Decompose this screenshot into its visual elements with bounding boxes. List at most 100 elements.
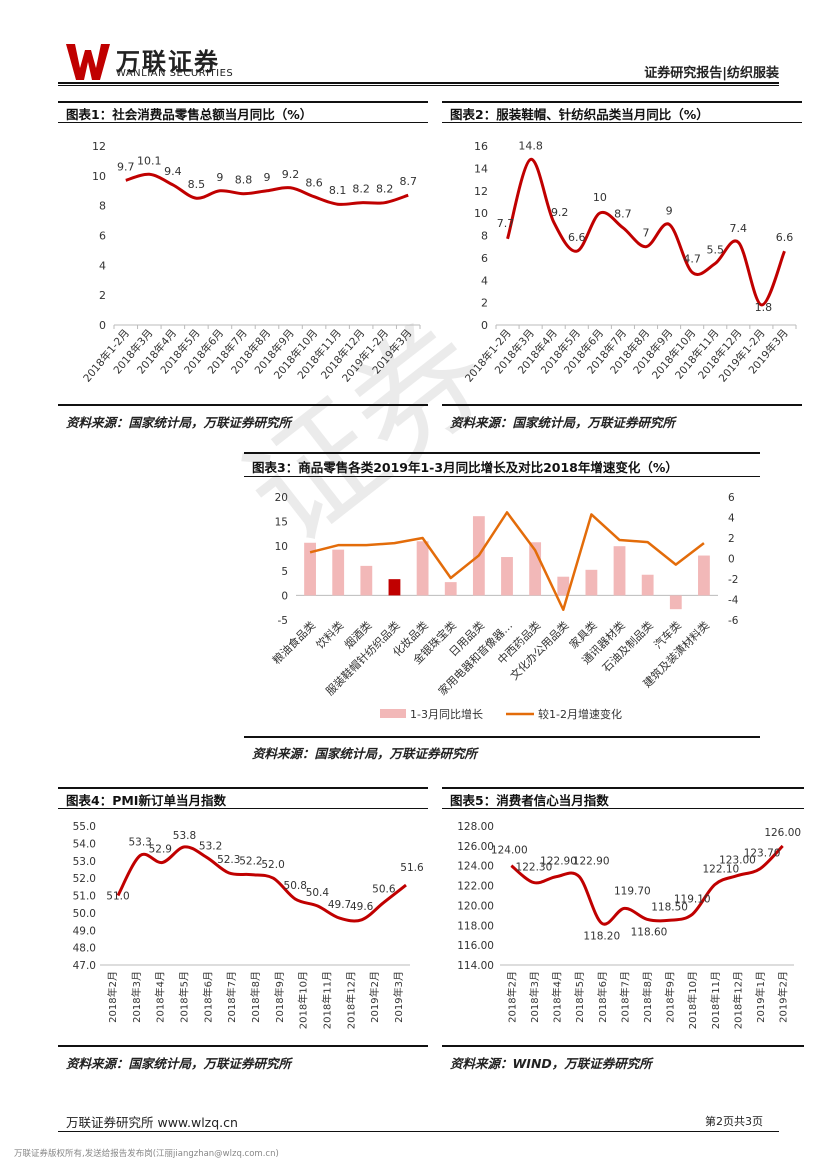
fig2-top-rule xyxy=(442,101,802,103)
data-label: 50.6 xyxy=(372,883,396,895)
data-label: 7.7 xyxy=(497,217,515,230)
y-tick-label: 8 xyxy=(99,200,106,213)
fig5-source: 资料来源：WIND，万联证券研究所 xyxy=(450,1056,652,1071)
y-tick-label: 0 xyxy=(481,319,488,332)
data-label: 8.7 xyxy=(399,175,417,188)
data-label: 7.4 xyxy=(730,222,748,235)
fig4-bottom-rule xyxy=(58,1045,428,1047)
x-category-label: 2018年6月 xyxy=(201,971,214,1023)
x-category-label: 2018年5月 xyxy=(177,971,190,1023)
logo-w-icon xyxy=(66,44,110,80)
data-label: 9.2 xyxy=(282,168,300,181)
y-right-tick-label: -4 xyxy=(728,595,739,607)
data-label: 118.60 xyxy=(631,926,668,938)
y-left-tick-label: 0 xyxy=(281,590,288,602)
data-label: 50.4 xyxy=(306,887,330,899)
series-line xyxy=(116,845,407,923)
chart-3: -505101520-6-4-20246粮油食品类饮料类烟酒类服装鞋帽针纺织品类… xyxy=(269,492,739,721)
series-line xyxy=(510,844,784,926)
fig2-bottom-rule xyxy=(442,404,802,406)
x-category-label: 2019年2月 xyxy=(368,971,381,1023)
data-label: 9 xyxy=(264,171,271,184)
y-tick-label: 12 xyxy=(474,185,488,198)
x-category-label: 2019年3月 xyxy=(392,971,405,1023)
bar xyxy=(669,595,682,610)
data-label: 1.8 xyxy=(755,301,773,314)
bar xyxy=(529,542,542,596)
fig1-source: 资料来源：国家统计局，万联证券研究所 xyxy=(66,415,292,430)
y-right-tick-label: 4 xyxy=(728,513,735,525)
y-tick-label: 6 xyxy=(99,230,106,243)
fig3-source: 资料来源：国家统计局，万联证券研究所 xyxy=(252,746,478,761)
fig3-title: 图表3：商品零售各类2019年1-3月同比增长及对比2018年增速变化（%） xyxy=(252,460,678,475)
x-category-label: 2018年12月 xyxy=(344,971,357,1029)
fig1-top-rule xyxy=(58,101,428,103)
fig3-bottom-rule xyxy=(244,736,760,738)
y-right-tick-label: -2 xyxy=(728,574,738,586)
y-tick-label: 2 xyxy=(481,297,488,310)
y-tick-label: 2 xyxy=(99,289,106,302)
bar xyxy=(698,555,710,596)
x-category-label: 2018年7月 xyxy=(618,971,631,1023)
y-tick-label: 4 xyxy=(481,274,488,287)
fig4-top-rule xyxy=(58,787,428,789)
chart-4: 47.0 48.0 49.0 50.0 51.0 52.0 53.0 54.0 55.0 51.0… xyxy=(73,821,424,1029)
data-label: 9 xyxy=(216,171,223,184)
y-tick-label: 50.0 xyxy=(73,908,96,920)
x-category-label: 2018年6月 xyxy=(596,971,609,1023)
fig1-bottom-rule xyxy=(58,404,428,406)
data-label: 52.2 xyxy=(239,856,262,868)
y-tick-label: 118.00 xyxy=(457,920,494,932)
data-label: 122.10 xyxy=(702,864,739,876)
logo-english: WANLIAN SECURITIES xyxy=(116,68,234,79)
data-label: 8.6 xyxy=(305,177,323,190)
data-label: 4.7 xyxy=(683,252,701,265)
x-category-label: 2018年5月 xyxy=(573,971,586,1023)
y-tick-label: 12 xyxy=(92,140,106,153)
data-label: 9.4 xyxy=(164,165,182,178)
data-label: 9 xyxy=(666,204,673,217)
legend-line-label: 较1-2月增速变化 xyxy=(538,707,622,721)
data-label: 8.8 xyxy=(235,174,253,187)
x-category-label: 2018年3月 xyxy=(130,971,143,1023)
fig2-source: 资料来源：国家统计局，万联证券研究所 xyxy=(450,415,676,430)
fig2-title-rule xyxy=(442,122,802,123)
footer-website: 万联证券研究所 www.wlzq.cn xyxy=(66,1115,238,1130)
x-category-label: 2019年2月 xyxy=(777,971,790,1023)
bar xyxy=(585,569,598,596)
data-label: 14.8 xyxy=(518,139,543,152)
data-label: 9.7 xyxy=(117,160,134,173)
y-tick-label: 53.0 xyxy=(73,856,96,868)
footer-rule xyxy=(58,1131,779,1132)
x-category-label: 2018年4月 xyxy=(154,971,167,1023)
y-tick-label: 47.0 xyxy=(73,960,96,972)
y-tick-label: 54.0 xyxy=(73,838,96,850)
data-label: 122.90 xyxy=(573,856,610,868)
x-category-label: 2018年4月 xyxy=(551,971,564,1023)
fig5-title-rule xyxy=(442,808,804,809)
series-line xyxy=(125,172,409,206)
report-type: 证券研究报告|纺织服装 xyxy=(644,66,779,81)
data-label: 49.7 xyxy=(328,899,351,911)
data-label: 52.9 xyxy=(149,843,172,855)
data-label: 8.2 xyxy=(352,183,370,196)
data-label: 7 xyxy=(643,227,650,240)
x-category-label: 饮料类 xyxy=(313,618,346,651)
data-label: 9.2 xyxy=(551,206,569,219)
y-right-tick-label: -6 xyxy=(728,615,739,627)
data-label: 126.00 xyxy=(764,827,801,839)
y-tick-label: 0 xyxy=(99,319,106,332)
data-label: 50.8 xyxy=(284,880,307,892)
x-category-label: 2018年9月 xyxy=(273,971,286,1023)
chart-2: 0 2 4 6 8 10 12 14 16 7.7 14.8 9.2 6.6 10 8.7 7 9 4.7 5.5 7… xyxy=(462,139,797,385)
x-category-label: 2018年11月 xyxy=(321,971,334,1029)
footer-page-number: 第2页共3页 xyxy=(705,1115,763,1128)
bar xyxy=(332,549,345,596)
data-label: 10.1 xyxy=(137,154,162,167)
y-tick-label: 6 xyxy=(481,252,488,265)
y-tick-label: 55.0 xyxy=(73,821,96,833)
data-label: 8.5 xyxy=(188,178,206,191)
y-tick-label: 10 xyxy=(92,170,106,183)
bar xyxy=(388,579,401,596)
y-tick-label: 10 xyxy=(474,207,488,220)
